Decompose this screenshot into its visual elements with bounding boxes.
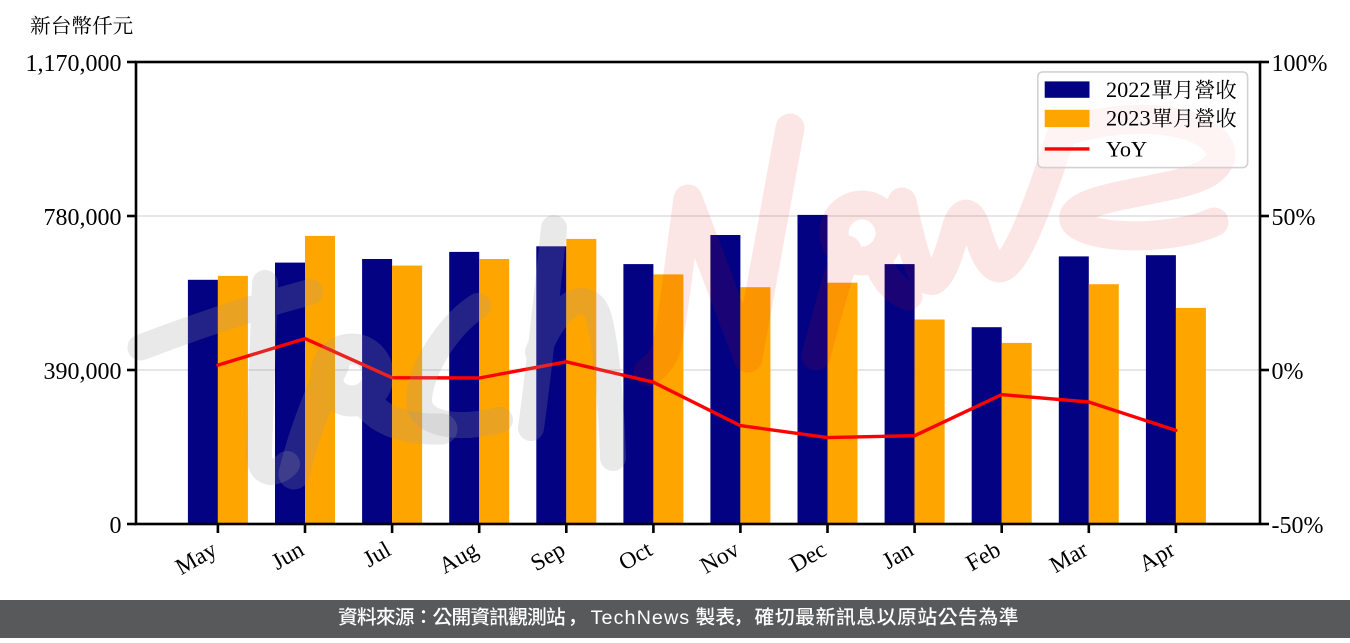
svg-text:780,000: 780,000 [44,205,122,231]
svg-text:0: 0 [110,513,122,539]
svg-text:-50%: -50% [1272,513,1324,539]
svg-text:50%: 50% [1272,205,1316,231]
svg-text:1,170,000: 1,170,000 [26,51,122,77]
svg-text:YoY: YoY [1106,136,1147,161]
svg-text:0%: 0% [1272,359,1304,385]
svg-text:100%: 100% [1272,51,1328,77]
svg-text:2023: 2023 [1106,105,1151,130]
svg-text:390,000: 390,000 [44,359,122,385]
svg-text:2022: 2022 [1106,77,1151,102]
svg-text:TechNews: TechNews [591,607,691,629]
